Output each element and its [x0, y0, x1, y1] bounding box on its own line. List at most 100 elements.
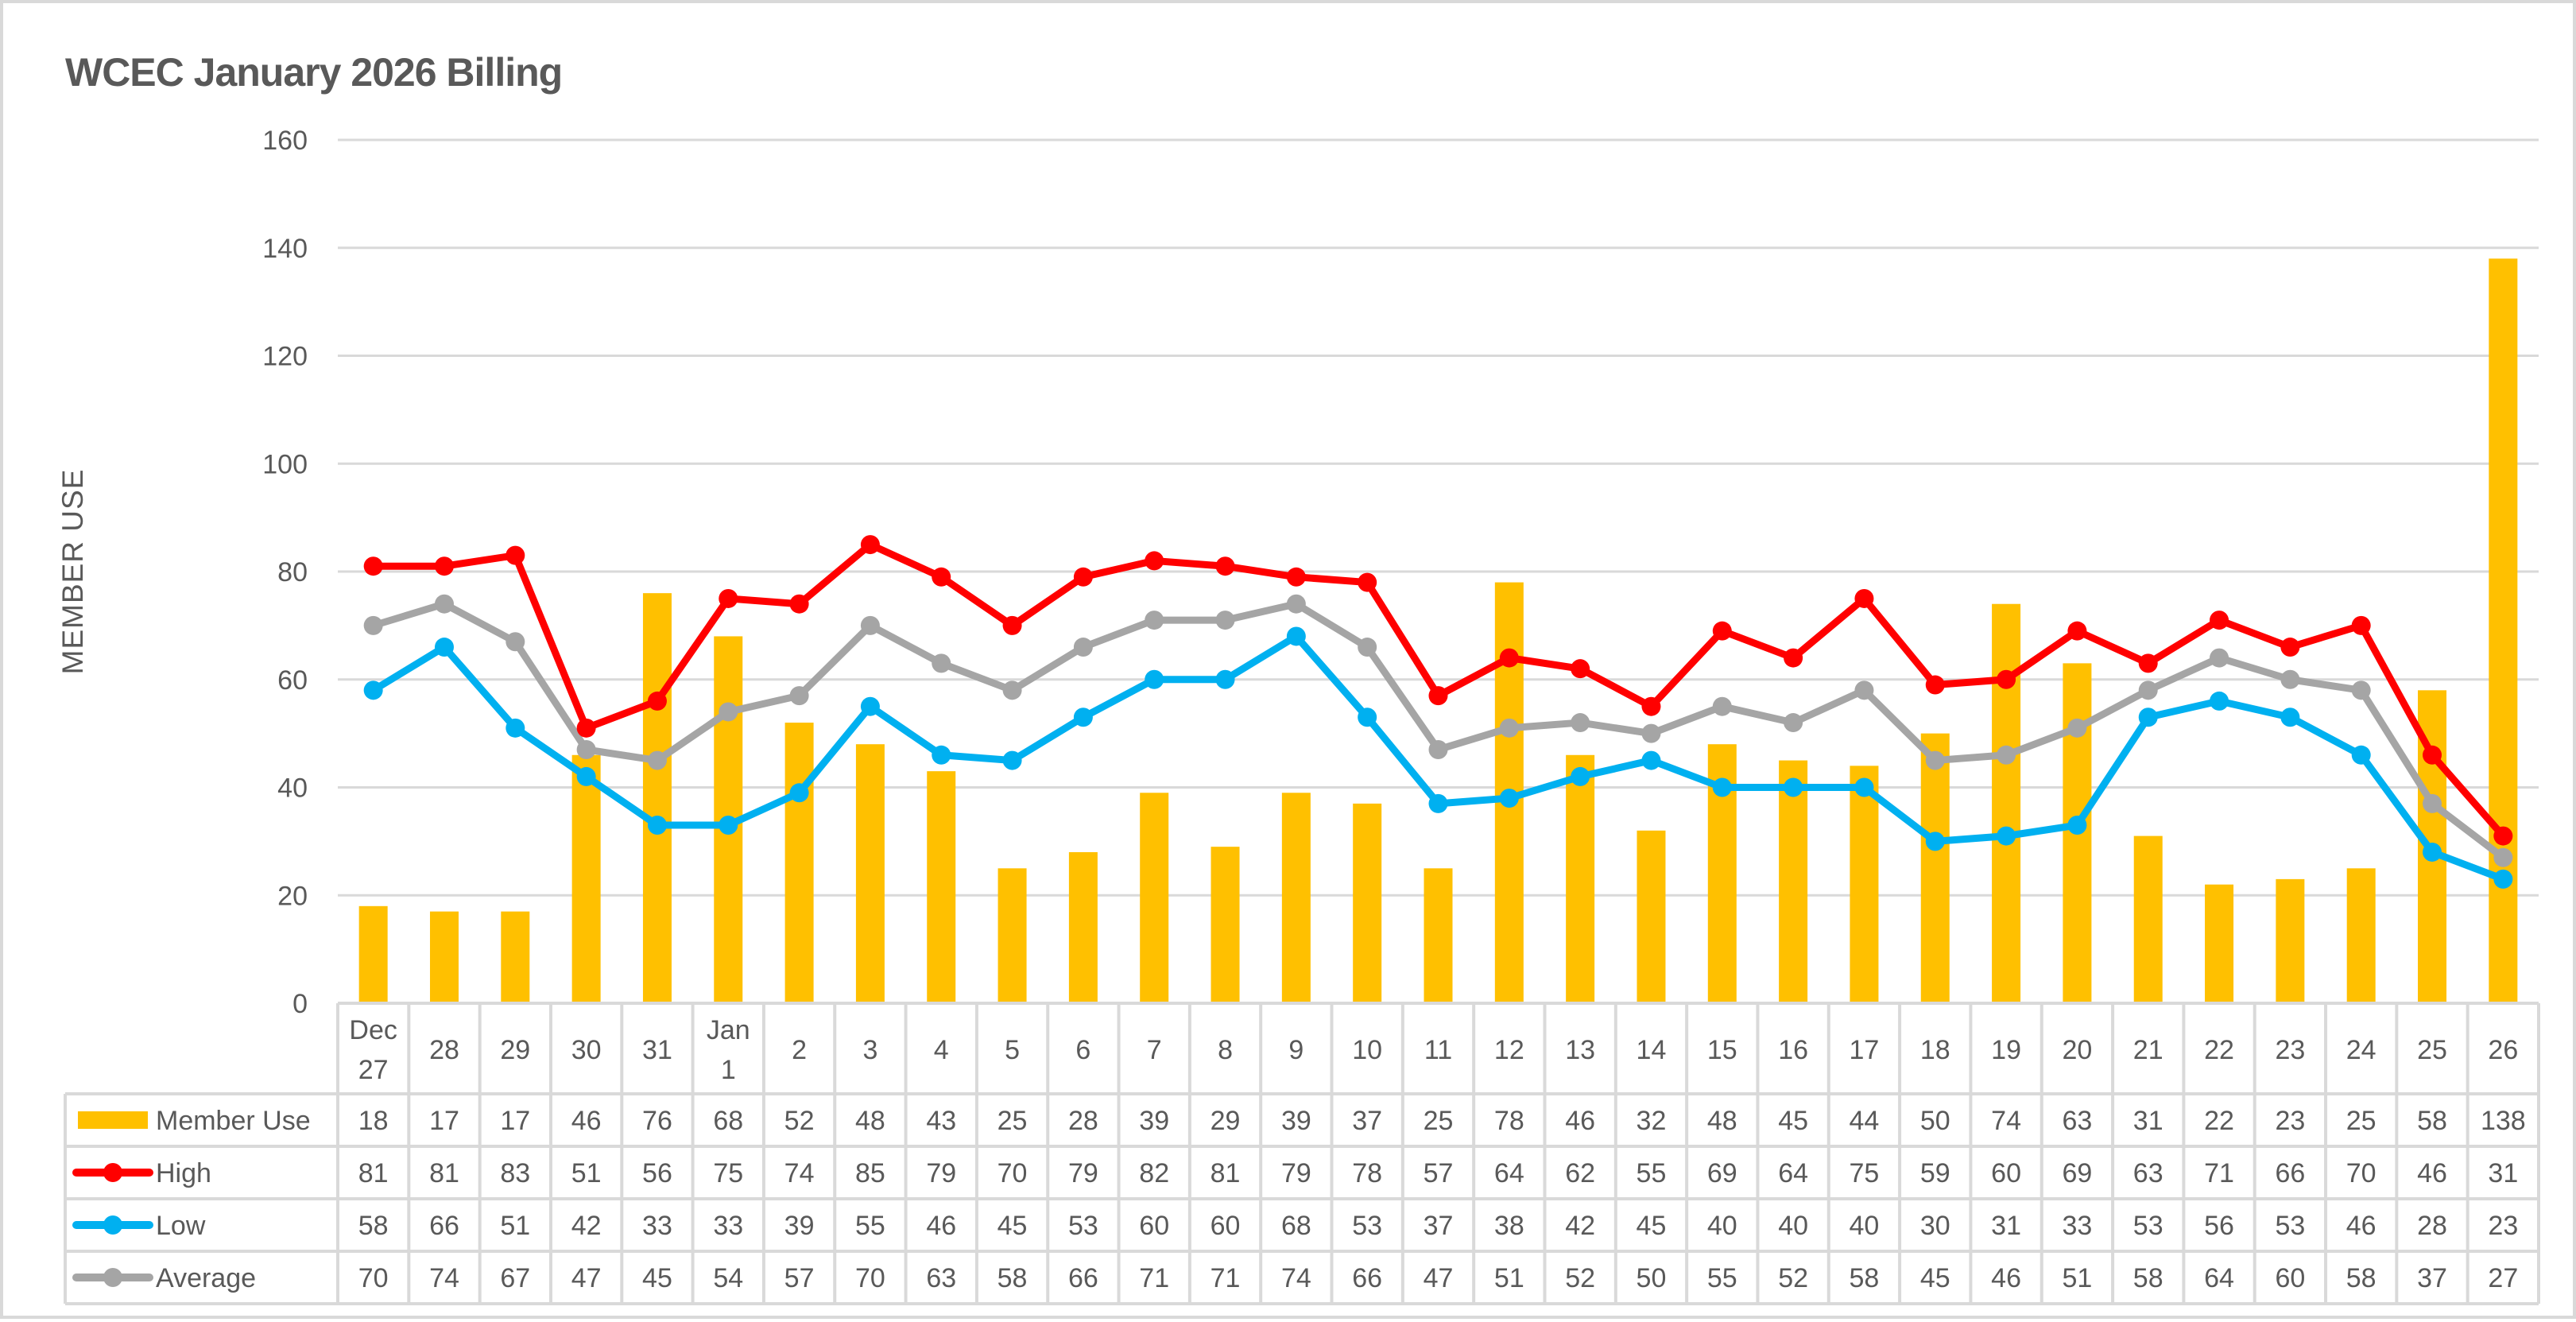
- table-cell: 37: [1352, 1106, 1382, 1136]
- marker-high: [1712, 621, 1732, 641]
- table-cell: 31: [1991, 1211, 2021, 1241]
- category-label: 3: [862, 1035, 877, 1065]
- category-label: 14: [1637, 1035, 1667, 1065]
- category-label: 13: [1565, 1035, 1595, 1065]
- table-row-member-use: Member Use 18 17 17 46 76 68 52 48 43 25 28 39 29 39 37…: [78, 1106, 2526, 1136]
- marker-low: [719, 816, 738, 835]
- table-cell: 70: [358, 1263, 389, 1293]
- table-cell: 37: [1424, 1211, 1454, 1241]
- category-label: 15: [1707, 1035, 1737, 1065]
- table-cell: 79: [1281, 1158, 1311, 1188]
- table-cell: 52: [1778, 1263, 1808, 1293]
- category-label: 30: [571, 1035, 602, 1065]
- table-cell: 47: [1424, 1263, 1454, 1293]
- bar-member-use: [1353, 803, 1382, 1003]
- table-cell: 51: [2062, 1263, 2092, 1293]
- marker-high: [1499, 648, 1519, 668]
- table-cell: 37: [2417, 1263, 2447, 1293]
- table-cell: 27: [2488, 1263, 2518, 1293]
- table-cell: 67: [500, 1263, 530, 1293]
- table-cell: 43: [926, 1106, 956, 1136]
- table-cell: 74: [784, 1158, 815, 1188]
- marker-high: [1215, 556, 1235, 576]
- category-label: 21: [2133, 1035, 2163, 1065]
- marker-average: [1997, 745, 2016, 765]
- marker-average: [1925, 750, 1945, 770]
- bar-member-use: [429, 911, 459, 1003]
- marker-low: [2210, 691, 2229, 711]
- category-label-day: 1: [721, 1055, 736, 1085]
- marker-low: [1073, 708, 1093, 727]
- table-cell: 75: [1850, 1158, 1880, 1188]
- table-cell: 85: [855, 1158, 885, 1188]
- marker-average: [932, 653, 951, 673]
- marker-average: [1571, 713, 1590, 733]
- marker-high: [932, 567, 951, 587]
- marker-high: [506, 545, 525, 565]
- marker-low: [1997, 826, 2016, 846]
- table-cell: 74: [1991, 1106, 2021, 1136]
- marker-low: [1854, 777, 1874, 797]
- table-cell: 69: [1707, 1158, 1737, 1188]
- marker-average: [2138, 680, 2158, 700]
- table-cell: 46: [571, 1106, 602, 1136]
- marker-average: [1641, 723, 1661, 743]
- category-label: 16: [1778, 1035, 1808, 1065]
- marker-high: [1854, 588, 1874, 608]
- table-cell: 40: [1707, 1211, 1737, 1241]
- bar-member-use: [2489, 258, 2518, 1003]
- bar-member-use: [1211, 847, 1240, 1003]
- y-tick-label: 120: [262, 342, 308, 372]
- bar-member-use: [2276, 878, 2305, 1003]
- marker-high: [1784, 648, 1803, 668]
- marker-low: [434, 638, 454, 657]
- bar-member-use: [855, 744, 885, 1003]
- marker-high: [1073, 567, 1093, 587]
- legend-key-marker: [103, 1163, 122, 1182]
- table-cell: 46: [2417, 1158, 2447, 1188]
- table-cell: 62: [1565, 1158, 1595, 1188]
- category-label: 19: [1991, 1035, 2021, 1065]
- table-cell: 57: [1424, 1158, 1454, 1188]
- y-tick-label: 160: [262, 126, 308, 156]
- table-cell: 17: [500, 1106, 530, 1136]
- marker-average: [2351, 680, 2371, 700]
- marker-average: [363, 615, 383, 635]
- category-label: 23: [2275, 1035, 2305, 1065]
- marker-average: [434, 594, 454, 614]
- table-cell: 58: [2346, 1263, 2377, 1293]
- legend-label: Member Use: [156, 1106, 311, 1136]
- table-cell: 75: [713, 1158, 743, 1188]
- line-low: [363, 626, 2513, 889]
- category-label: 8: [1218, 1035, 1233, 1065]
- category-label: 4: [934, 1035, 949, 1065]
- table-cell: 79: [926, 1158, 956, 1188]
- marker-high: [2138, 653, 2158, 673]
- marker-low: [1286, 626, 1306, 646]
- line-average: [363, 594, 2513, 867]
- marker-low: [1571, 766, 1590, 786]
- marker-low: [932, 745, 951, 765]
- legend-key-bar: [78, 1111, 148, 1129]
- table-cell: 64: [2204, 1263, 2234, 1293]
- table-cell: 56: [2204, 1211, 2234, 1241]
- table-cell: 40: [1850, 1211, 1880, 1241]
- table-cell: 23: [2488, 1211, 2518, 1241]
- marker-high: [647, 691, 667, 711]
- bar-member-use: [501, 911, 530, 1003]
- line-series: [363, 535, 2513, 889]
- marker-average: [1854, 680, 1874, 700]
- table-cell: 71: [1139, 1263, 1169, 1293]
- category-label-day: 27: [358, 1055, 389, 1085]
- category-label-month: Jan: [707, 1015, 750, 1045]
- table-cell: 39: [1139, 1106, 1169, 1136]
- legend-label: High: [156, 1158, 211, 1188]
- marker-average: [1286, 594, 1306, 614]
- marker-average: [2210, 648, 2229, 668]
- category-label: 2: [792, 1035, 807, 1065]
- category-label: 9: [1288, 1035, 1303, 1065]
- table-cell: 18: [358, 1106, 389, 1136]
- table-cell: 23: [2275, 1106, 2305, 1136]
- table-cell: 58: [358, 1211, 389, 1241]
